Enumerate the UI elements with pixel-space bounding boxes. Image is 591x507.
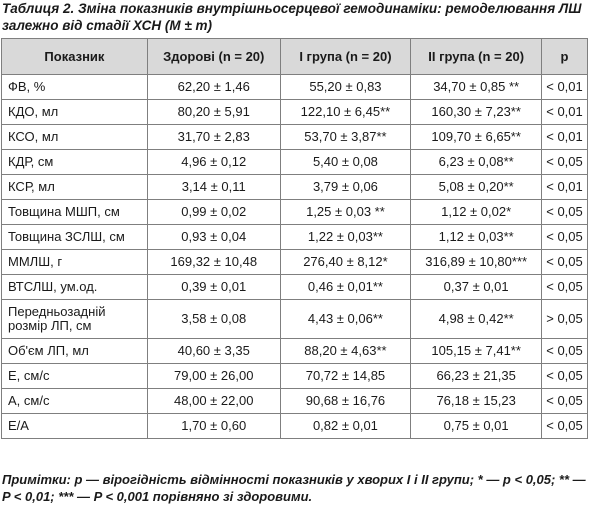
group-1-cell: 4,43 ± 0,06**	[279, 299, 412, 339]
table-row: A, см/с 48,00 ± 22,00 90,68 ± 16,76 76,18 ±…	[1, 388, 588, 414]
group-2-cell: 1,12 ± 0,02*	[410, 199, 543, 225]
p-value-cell: < 0,01	[541, 124, 588, 150]
indicator-cell: Товщина МШП, см	[1, 199, 148, 225]
group-2-cell: 5,08 ± 0,20**	[410, 174, 543, 200]
table-row: ФВ, % 62,20 ± 1,46 55,20 ± 0,83 34,70 ± 0,8…	[1, 74, 588, 100]
header-group-2: II група (n = 20)	[410, 38, 543, 75]
table-row: КДО, мл 80,20 ± 5,91 122,10 ± 6,45** 160,30…	[1, 99, 588, 125]
table-row: КДР, см 4,96 ± 0,12 5,40 ± 0,08 6,23 ± 0,08…	[1, 149, 588, 175]
group-2-cell: 1,12 ± 0,03**	[410, 224, 543, 250]
group-1-cell: 70,72 ± 14,85	[279, 363, 412, 389]
table-caption: Таблиця 2. Зміна показників внутрішньосе…	[2, 1, 582, 33]
table-row: КСР, мл 3,14 ± 0,11 3,79 ± 0,06 5,08 ± 0,20…	[1, 174, 588, 200]
healthy-cell: 62,20 ± 1,46	[146, 74, 281, 100]
p-value-cell: < 0,05	[541, 274, 588, 300]
group-1-cell: 3,79 ± 0,06	[279, 174, 412, 200]
p-value-cell: < 0,01	[541, 99, 588, 125]
table-row: ВТСЛШ, ум.од. 0,39 ± 0,01 0,46 ± 0,01** 0,3…	[1, 274, 588, 300]
indicator-cell: ФВ, %	[1, 74, 148, 100]
indicator-cell: E/A	[1, 413, 148, 439]
group-1-cell: 1,25 ± 0,03 **	[279, 199, 412, 225]
group-2-cell: 0,37 ± 0,01	[410, 274, 543, 300]
healthy-cell: 80,20 ± 5,91	[146, 99, 281, 125]
group-2-cell: 109,70 ± 6,65**	[410, 124, 543, 150]
indicator-cell: Товщина ЗСЛШ, см	[1, 224, 148, 250]
group-2-cell: 105,15 ± 7,41**	[410, 338, 543, 364]
p-value-cell: < 0,01	[541, 174, 588, 200]
healthy-cell: 48,00 ± 22,00	[146, 388, 281, 414]
header-healthy: Здорові (n = 20)	[146, 38, 281, 75]
table-row: Товщина МШП, см 0,99 ± 0,02 1,25 ± 0,03 **…	[1, 199, 588, 225]
healthy-cell: 1,70 ± 0,60	[146, 413, 281, 439]
group-1-cell: 90,68 ± 16,76	[279, 388, 412, 414]
group-2-cell: 0,75 ± 0,01	[410, 413, 543, 439]
group-1-cell: 88,20 ± 4,63**	[279, 338, 412, 364]
indicator-cell: A, см/с	[1, 388, 148, 414]
group-1-cell: 122,10 ± 6,45**	[279, 99, 412, 125]
p-value-cell: < 0,05	[541, 149, 588, 175]
p-value-cell: < 0,05	[541, 413, 588, 439]
table-row: КСО, мл 31,70 ± 2,83 53,70 ± 3,87** 109,70 …	[1, 124, 588, 150]
healthy-cell: 4,96 ± 0,12	[146, 149, 281, 175]
group-2-cell: 6,23 ± 0,08**	[410, 149, 543, 175]
p-value-cell: < 0,01	[541, 74, 588, 100]
healthy-cell: 169,32 ± 10,48	[146, 249, 281, 275]
table-body: ФВ, % 62,20 ± 1,46 55,20 ± 0,83 34,70 ± 0,8…	[1, 74, 588, 439]
indicator-cell: Передньозадній розмір ЛП, см	[1, 299, 148, 339]
p-value-cell: < 0,05	[541, 199, 588, 225]
table-row: E/A 1,70 ± 0,60 0,82 ± 0,01 0,75 ± 0,01 < 0,…	[1, 413, 588, 439]
group-1-cell: 5,40 ± 0,08	[279, 149, 412, 175]
indicator-cell: E, см/с	[1, 363, 148, 389]
healthy-cell: 3,58 ± 0,08	[146, 299, 281, 339]
group-1-cell: 276,40 ± 8,12*	[279, 249, 412, 275]
group-1-cell: 0,46 ± 0,01**	[279, 274, 412, 300]
group-2-cell: 66,23 ± 21,35	[410, 363, 543, 389]
group-2-cell: 160,30 ± 7,23**	[410, 99, 543, 125]
healthy-cell: 31,70 ± 2,83	[146, 124, 281, 150]
header-group-1: I група (n = 20)	[279, 38, 412, 75]
healthy-cell: 40,60 ± 3,35	[146, 338, 281, 364]
indicator-cell: КДР, см	[1, 149, 148, 175]
group-2-cell: 34,70 ± 0,85 **	[410, 74, 543, 100]
group-1-cell: 53,70 ± 3,87**	[279, 124, 412, 150]
p-value-cell: < 0,05	[541, 363, 588, 389]
healthy-cell: 79,00 ± 26,00	[146, 363, 281, 389]
indicator-cell: КДО, мл	[1, 99, 148, 125]
group-1-cell: 1,22 ± 0,03**	[279, 224, 412, 250]
header-p: p	[541, 38, 588, 75]
group-2-cell: 316,89 ± 10,80***	[410, 249, 543, 275]
table-header-row: Показник Здорові (n = 20) I група (n = 2…	[1, 38, 588, 75]
table-row: ММЛШ, г 169,32 ± 10,48 276,40 ± 8,12* 316,8…	[1, 249, 588, 275]
group-2-cell: 76,18 ± 15,23	[410, 388, 543, 414]
indicator-cell: КСР, мл	[1, 174, 148, 200]
table-row: Передньозадній розмір ЛП, см 3,58 ± 0,08 4…	[1, 299, 588, 339]
table-row: Товщина ЗСЛШ, см 0,93 ± 0,04 1,22 ± 0,03**…	[1, 224, 588, 250]
table-row: Об'єм ЛП, мл 40,60 ± 3,35 88,20 ± 4,63** 10…	[1, 338, 588, 364]
healthy-cell: 0,99 ± 0,02	[146, 199, 281, 225]
p-value-cell: < 0,05	[541, 388, 588, 414]
hemodynamics-table: Показник Здорові (n = 20) I група (n = 2…	[1, 38, 588, 439]
p-value-cell: < 0,05	[541, 224, 588, 250]
p-value-cell: < 0,05	[541, 249, 588, 275]
p-value-cell: > 0,05	[541, 299, 588, 339]
indicator-cell: Об'єм ЛП, мл	[1, 338, 148, 364]
indicator-cell: КСО, мл	[1, 124, 148, 150]
indicator-cell: ВТСЛШ, ум.од.	[1, 274, 148, 300]
p-value-cell: < 0,05	[541, 338, 588, 364]
group-1-cell: 0,82 ± 0,01	[279, 413, 412, 439]
group-1-cell: 55,20 ± 0,83	[279, 74, 412, 100]
table-row: E, см/с 79,00 ± 26,00 70,72 ± 14,85 66,23 ±…	[1, 363, 588, 389]
table-note: Примітки: р — вірогідність відмінності п…	[2, 472, 586, 504]
healthy-cell: 3,14 ± 0,11	[146, 174, 281, 200]
healthy-cell: 0,93 ± 0,04	[146, 224, 281, 250]
healthy-cell: 0,39 ± 0,01	[146, 274, 281, 300]
group-2-cell: 4,98 ± 0,42**	[410, 299, 543, 339]
header-indicator: Показник	[1, 38, 148, 75]
indicator-cell: ММЛШ, г	[1, 249, 148, 275]
